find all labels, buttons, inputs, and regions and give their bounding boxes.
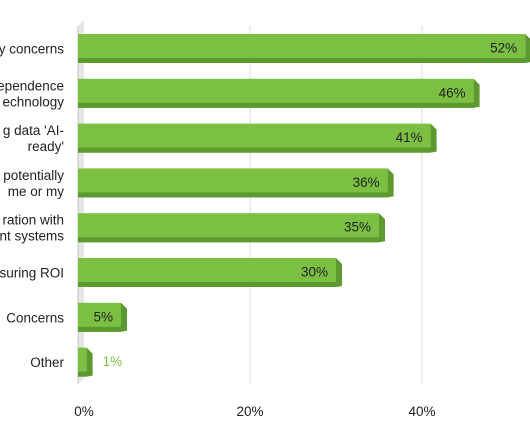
bar-shade (78, 58, 526, 63)
category-label: Other (30, 355, 64, 370)
bar-shade (78, 147, 431, 153)
category-label: ependence (0, 78, 64, 93)
bar-side (86, 347, 93, 377)
category-label: ready' (28, 139, 64, 154)
value-label: 46% (439, 85, 466, 100)
x-axis-ticks: 0% 20% 40% (74, 404, 435, 419)
category-label: g data 'AI- (3, 123, 64, 138)
bars: 52% 46% 41% 36% 35% 30% 5% 1% (78, 34, 530, 377)
bar-shade (78, 102, 474, 108)
category-label: potentially (3, 168, 64, 183)
category-label: Concerns (6, 310, 64, 325)
category-label: suring ROI (0, 266, 64, 281)
x-tick-label: 40% (408, 404, 435, 419)
bar-shade (78, 326, 121, 332)
bar-group: 41% (78, 123, 437, 153)
category-label: ration with (2, 213, 64, 228)
bar-group: 46% (78, 78, 480, 108)
bar (78, 347, 87, 377)
value-label: 35% (344, 220, 371, 235)
bar-side (430, 123, 437, 153)
value-label: 1% (103, 354, 123, 369)
bar-shade (78, 371, 87, 377)
bar-group: 35% (78, 213, 385, 243)
value-label: 5% (93, 309, 113, 324)
value-label: 30% (301, 265, 328, 280)
value-label: 36% (353, 175, 380, 190)
bar-shade (78, 282, 336, 287)
bar-shade (78, 237, 379, 243)
bar-group: 1% (78, 347, 123, 377)
value-label: 41% (396, 130, 423, 145)
bar-side (379, 213, 385, 243)
bar-side (525, 34, 530, 63)
bar-shade (78, 192, 388, 198)
value-label: 52% (490, 41, 517, 56)
bar-side (473, 78, 480, 108)
category-label: me or my (8, 184, 65, 199)
category-label: y concerns (0, 42, 64, 57)
bar-group: 5% (78, 302, 127, 332)
bar-side (121, 302, 127, 332)
bar-side (336, 258, 342, 287)
category-label: echnology (2, 94, 64, 109)
bar-side (387, 168, 394, 198)
bar-group: 30% (78, 258, 342, 287)
chart-wall (78, 20, 84, 384)
category-label: nt systems (0, 229, 64, 244)
x-tick-label: 20% (236, 404, 263, 419)
bar-group: 52% (78, 34, 530, 63)
x-tick-label: 0% (74, 404, 94, 419)
bar-group: 36% (78, 168, 394, 198)
